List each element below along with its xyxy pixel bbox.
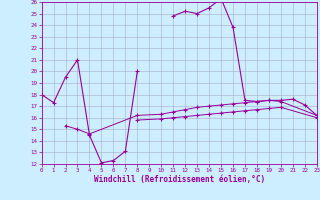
- X-axis label: Windchill (Refroidissement éolien,°C): Windchill (Refroidissement éolien,°C): [94, 175, 265, 184]
